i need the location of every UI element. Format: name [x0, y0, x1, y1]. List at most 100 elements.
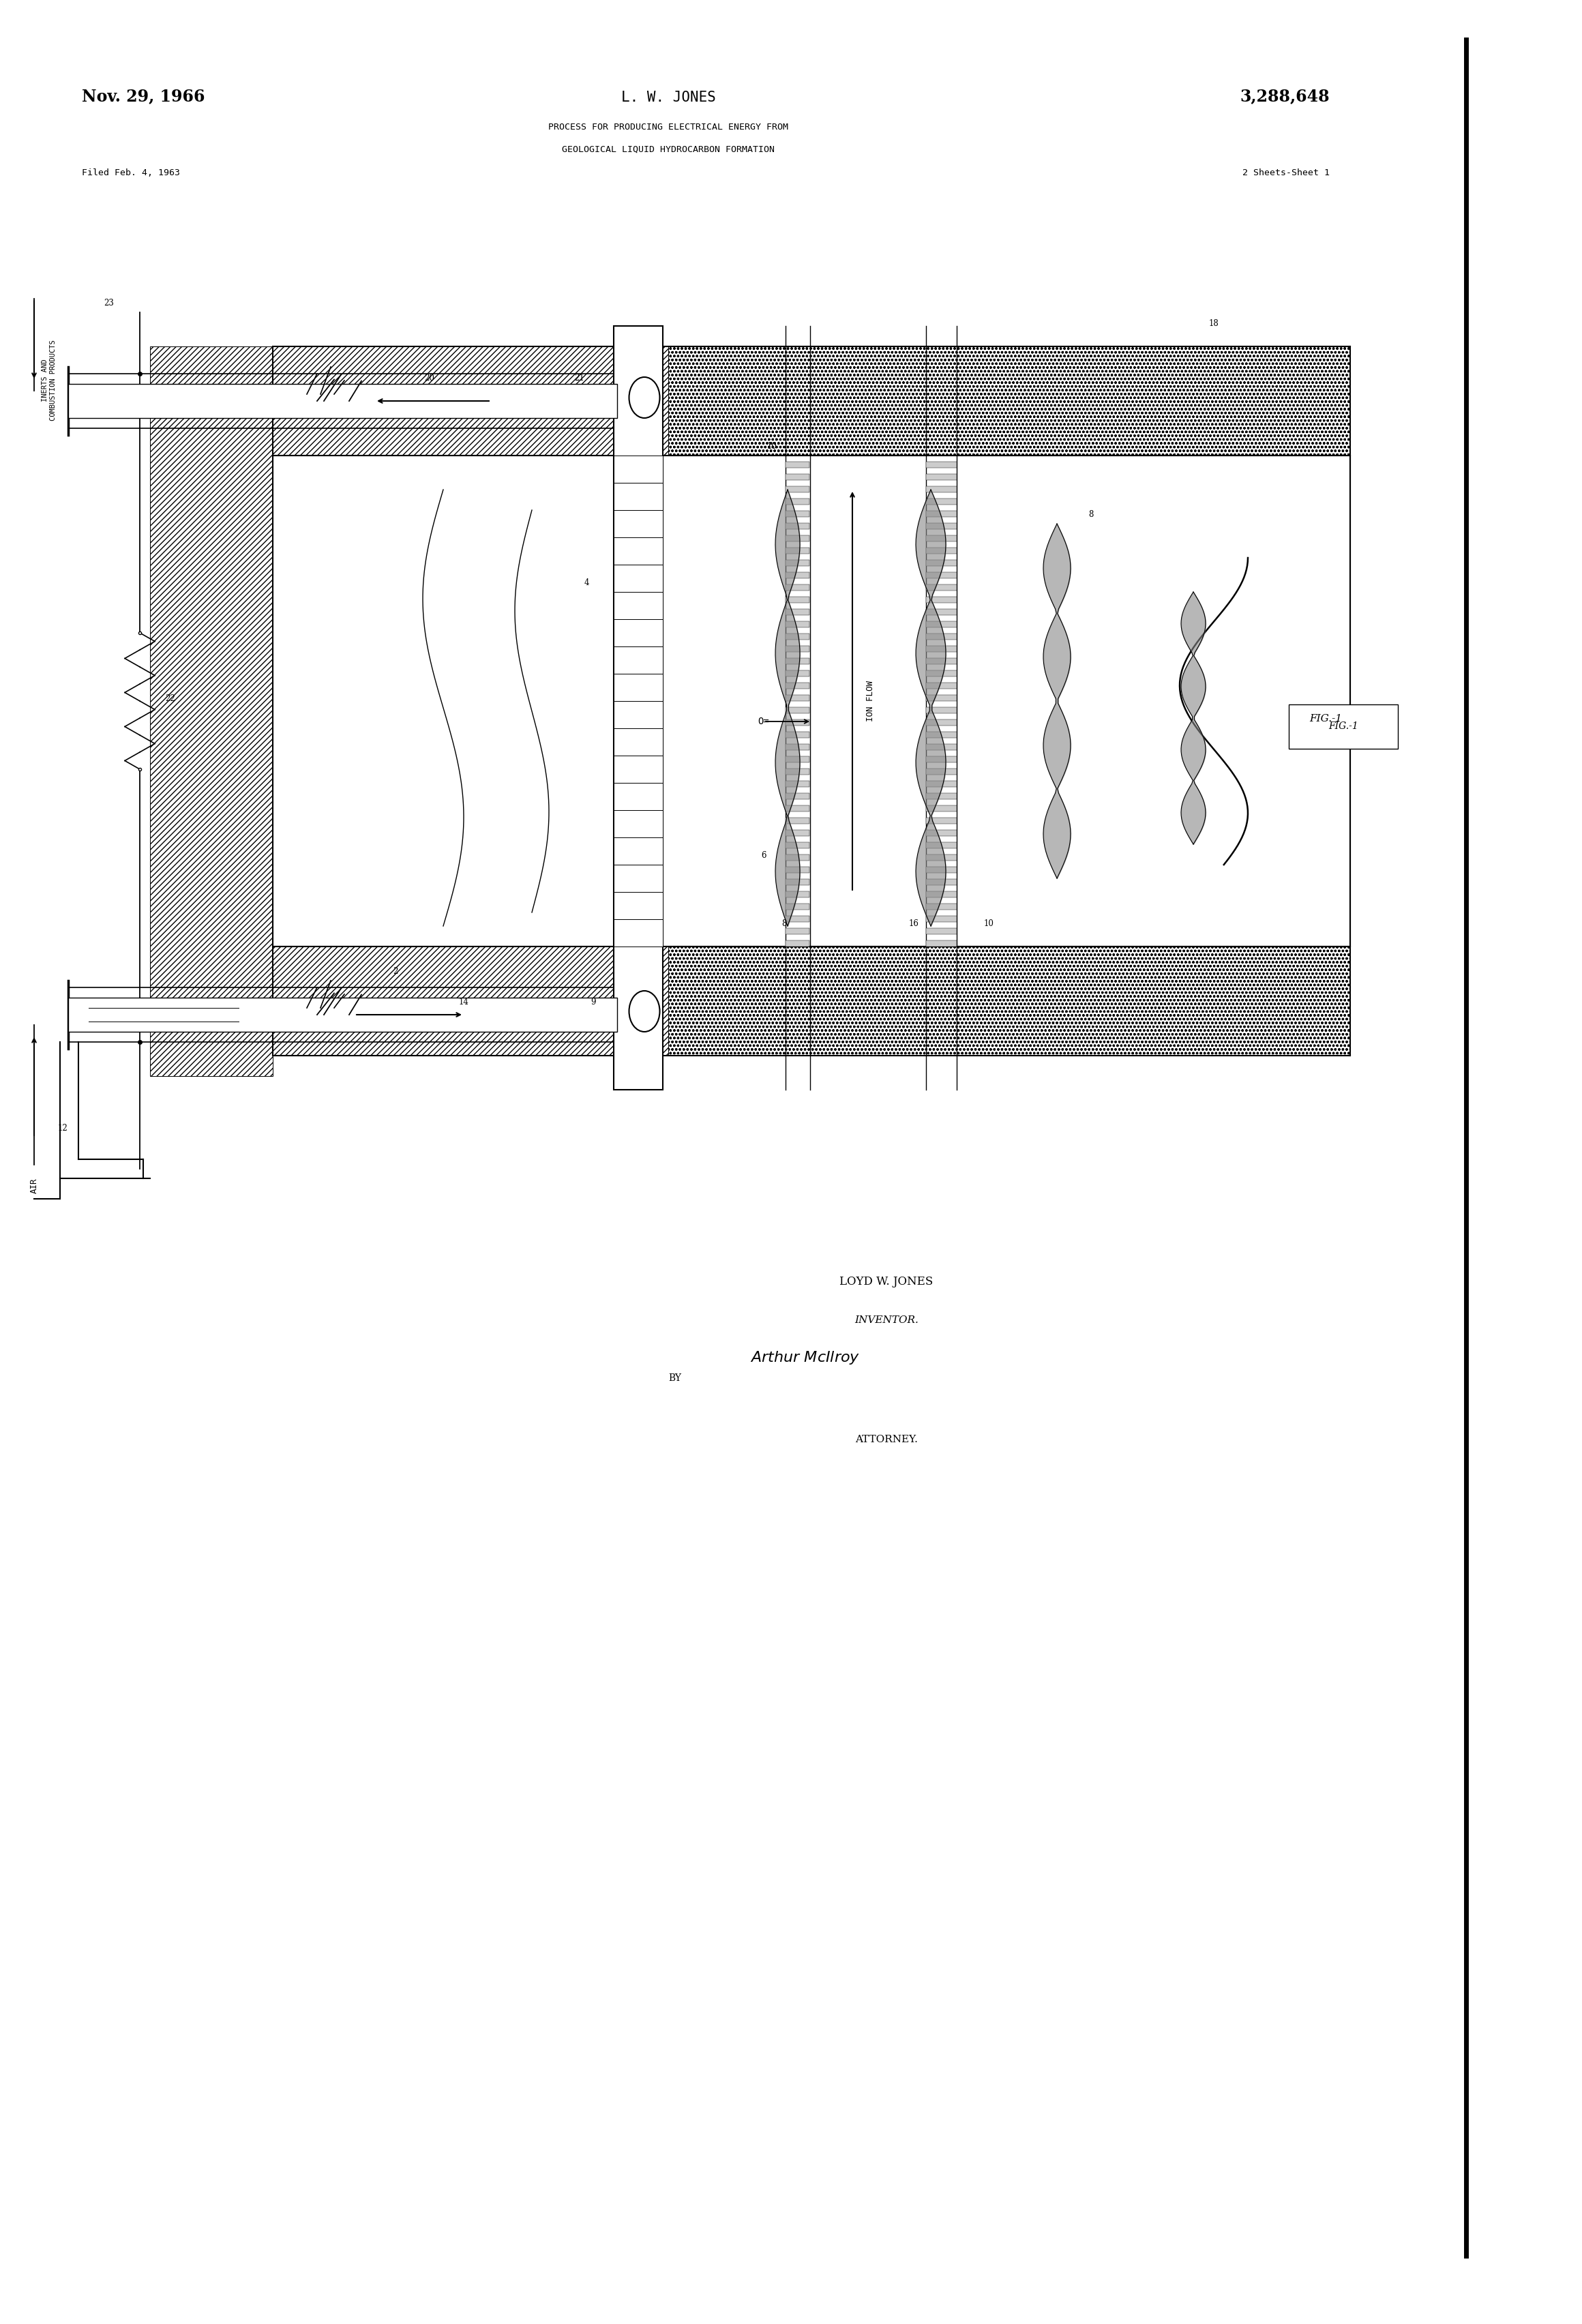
Bar	[614, 593, 663, 618]
Text: Nov. 29, 1966: Nov. 29, 1966	[82, 88, 206, 105]
Bar	[925, 892, 957, 897]
Text: 6: 6	[761, 851, 766, 860]
Bar	[614, 755, 663, 783]
Bar	[786, 683, 810, 688]
Text: 16: 16	[908, 920, 919, 927]
Bar	[786, 830, 810, 837]
Text: 8: 8	[1088, 509, 1093, 518]
Bar	[786, 867, 810, 874]
Bar	[614, 674, 663, 702]
Bar	[925, 646, 957, 653]
Bar	[925, 706, 957, 713]
Ellipse shape	[630, 376, 660, 418]
Text: 22: 22	[166, 695, 176, 704]
Bar	[786, 855, 810, 860]
Bar	[786, 916, 810, 923]
Bar	[925, 695, 957, 702]
Bar	[786, 755, 810, 762]
Text: 8: 8	[782, 920, 786, 927]
Bar	[925, 927, 957, 934]
Bar	[786, 927, 810, 934]
Bar	[925, 867, 957, 874]
Bar	[614, 483, 663, 509]
Bar	[786, 597, 810, 602]
Text: BY: BY	[668, 1373, 682, 1383]
Bar	[614, 865, 663, 892]
Bar	[1289, 704, 1398, 748]
Bar	[925, 474, 957, 481]
Text: $\mathit{Arthur\ McIlroy}$: $\mathit{Arthur\ McIlroy}$	[750, 1350, 861, 1367]
Text: 2: 2	[392, 967, 399, 976]
Bar	[786, 511, 810, 516]
Bar	[786, 497, 810, 504]
Text: 14: 14	[459, 997, 468, 1006]
Bar	[786, 841, 810, 848]
Bar	[786, 474, 810, 481]
Text: 23: 23	[104, 300, 114, 307]
Bar	[925, 818, 957, 823]
Bar	[925, 497, 957, 504]
Text: 2 Sheets-Sheet 1: 2 Sheets-Sheet 1	[1242, 167, 1330, 177]
Bar	[614, 325, 663, 1090]
Bar	[925, 855, 957, 860]
Bar	[786, 792, 810, 799]
Text: PROCESS FOR PRODUCING ELECTRICAL ENERGY FROM: PROCESS FOR PRODUCING ELECTRICAL ENERGY …	[549, 123, 788, 132]
Bar	[272, 346, 668, 456]
Bar	[925, 720, 957, 725]
Bar	[614, 892, 663, 920]
Bar	[786, 818, 810, 823]
Bar	[925, 744, 957, 751]
Bar	[614, 456, 663, 483]
Bar	[786, 695, 810, 702]
Bar	[786, 462, 810, 467]
Text: Filed Feb. 4, 1963: Filed Feb. 4, 1963	[82, 167, 180, 177]
Bar	[786, 621, 810, 627]
Bar	[925, 941, 957, 946]
Bar	[68, 997, 617, 1032]
Bar	[925, 634, 957, 639]
Text: ATTORNEY.: ATTORNEY.	[856, 1434, 918, 1443]
Bar	[786, 646, 810, 653]
Bar	[925, 548, 957, 553]
Text: 4: 4	[584, 579, 589, 588]
Bar	[614, 509, 663, 537]
Bar	[786, 523, 810, 530]
Bar	[786, 486, 810, 493]
Text: ION FLOW: ION FLOW	[865, 681, 875, 720]
Bar	[925, 523, 957, 530]
Bar	[925, 916, 957, 923]
Bar	[786, 806, 810, 811]
Bar	[614, 811, 663, 837]
Bar	[925, 511, 957, 516]
Bar	[925, 830, 957, 837]
Bar	[668, 946, 1349, 1055]
Bar	[614, 646, 663, 674]
Text: 9: 9	[590, 997, 596, 1006]
Text: FIG.-1: FIG.-1	[1329, 720, 1359, 732]
Bar	[925, 755, 957, 762]
Bar	[925, 669, 957, 676]
Bar	[925, 792, 957, 799]
Text: 10: 10	[767, 442, 777, 451]
Text: INERTS AND
COMBUSTION PRODUCTS: INERTS AND COMBUSTION PRODUCTS	[41, 339, 57, 421]
Bar	[614, 783, 663, 811]
Bar	[925, 583, 957, 590]
Text: AIR: AIR	[30, 1178, 38, 1195]
Bar	[786, 878, 810, 885]
Bar	[786, 892, 810, 897]
Bar	[925, 683, 957, 688]
Bar	[786, 658, 810, 665]
Bar	[786, 941, 810, 946]
Bar	[614, 702, 663, 727]
Bar	[925, 560, 957, 567]
Bar	[786, 560, 810, 567]
Bar	[925, 769, 957, 774]
Bar	[614, 727, 663, 755]
Bar	[786, 609, 810, 616]
Text: INVENTOR.: INVENTOR.	[854, 1315, 919, 1325]
Text: 3,288,648: 3,288,648	[1240, 88, 1330, 105]
Text: 10: 10	[984, 920, 993, 927]
Bar	[614, 537, 663, 565]
Bar	[925, 878, 957, 885]
Bar	[786, 781, 810, 788]
